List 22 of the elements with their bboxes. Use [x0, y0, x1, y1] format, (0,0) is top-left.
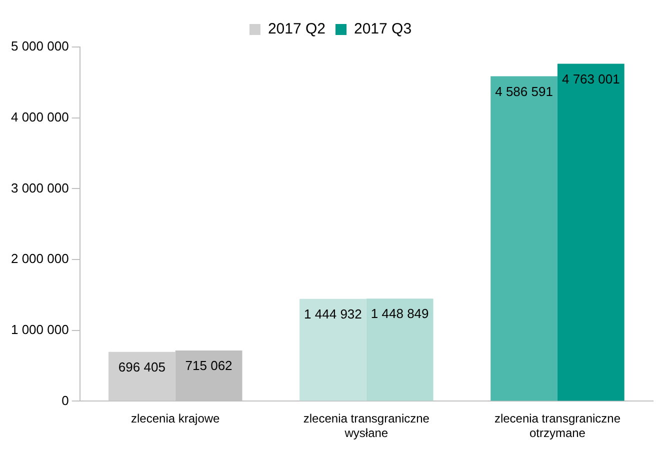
bar [557, 64, 624, 401]
data-label: 1 444 932 [304, 306, 362, 322]
bar [108, 352, 176, 401]
x-tick-label: zlecenia transgraniczne wysłane [303, 412, 430, 440]
data-label: 1 448 849 [370, 306, 429, 322]
data-label: 715 062 [185, 358, 232, 374]
bar [490, 76, 558, 401]
x-tick-label: zlecenia transgraniczne otrzymane [494, 412, 621, 440]
legend-label: 2017 Q3 [354, 20, 412, 38]
data-label: 4 586 591 [495, 84, 553, 99]
y-tick-label: 0 [62, 392, 69, 408]
data-label: 696 405 [118, 359, 166, 374]
bar [300, 298, 366, 401]
y-tick-label: 2 000 000 [10, 251, 69, 266]
y-tick-label: 3 000 000 [10, 180, 69, 196]
y-tick-label: 1 000 000 [10, 322, 69, 337]
legend-label: 2017 Q2 [268, 20, 326, 38]
data-label: 4 763 001 [562, 71, 620, 86]
y-tick-label: 5 000 000 [10, 38, 69, 54]
x-tick-label: zlecenia krajowe [131, 412, 220, 426]
y-tick-label: 4 000 000 [10, 109, 69, 124]
bar [366, 298, 434, 401]
